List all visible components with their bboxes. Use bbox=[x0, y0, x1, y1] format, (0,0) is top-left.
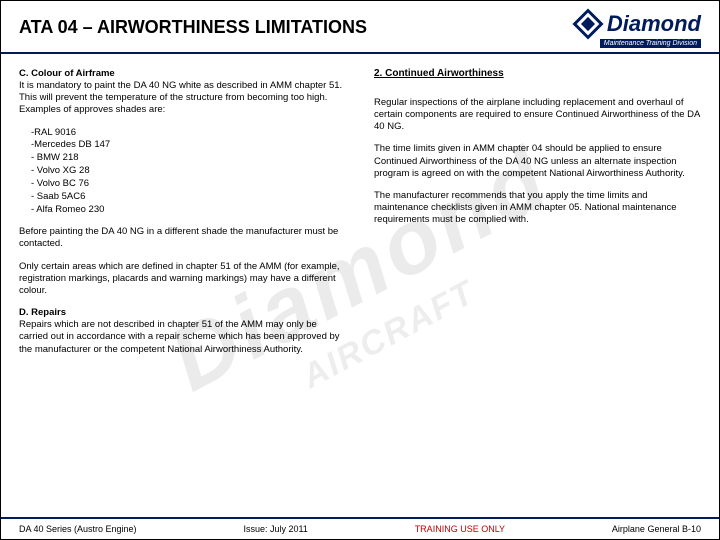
section-c-after2: Only certain areas which are defined in … bbox=[19, 261, 346, 297]
shade-list: -RAL 9016 -Mercedes DB 147 - BMW 218 - V… bbox=[31, 127, 346, 217]
right-p3: The manufacturer recommends that you app… bbox=[374, 190, 701, 226]
footer-right: Airplane General B-10 bbox=[612, 524, 701, 534]
section-d-heading: D. Repairs bbox=[19, 307, 66, 318]
section-d-body: Repairs which are not described in chapt… bbox=[19, 319, 340, 354]
right-p2: The time limits given in AMM chapter 04 … bbox=[374, 143, 701, 179]
list-item: - Volvo BC 76 bbox=[31, 178, 346, 191]
list-item: - BMW 218 bbox=[31, 152, 346, 165]
page-header: ATA 04 – AIRWORTHINESS LIMITATIONS Diamo… bbox=[1, 1, 719, 54]
footer-issue: Issue: July 2011 bbox=[243, 524, 307, 534]
section-c-after1: Before painting the DA 40 NG in a differ… bbox=[19, 226, 346, 250]
page-title: ATA 04 – AIRWORTHINESS LIMITATIONS bbox=[19, 17, 367, 38]
list-item: - Alfa Romeo 230 bbox=[31, 204, 346, 217]
section-c-heading: C. Colour of Airframe bbox=[19, 68, 115, 79]
list-item: - Volvo XG 28 bbox=[31, 165, 346, 178]
page-footer: DA 40 Series (Austro Engine) Issue: July… bbox=[1, 517, 719, 539]
footer-training: TRAINING USE ONLY bbox=[415, 524, 505, 534]
logo-tagline: Maintenance Training Division bbox=[600, 39, 701, 48]
logo-text: Diamond bbox=[607, 11, 701, 37]
content-area: C. Colour of Airframe It is mandatory to… bbox=[1, 54, 719, 366]
right-p1: Regular inspections of the airplane incl… bbox=[374, 97, 701, 133]
diamond-icon bbox=[572, 8, 603, 39]
right-column: 2. Continued Airworthiness Regular inspe… bbox=[374, 68, 701, 366]
footer-left: DA 40 Series (Austro Engine) bbox=[19, 524, 137, 534]
list-item: -RAL 9016 bbox=[31, 127, 346, 140]
list-item: - Saab 5AC6 bbox=[31, 191, 346, 204]
brand-logo: Diamond Maintenance Training Division bbox=[577, 11, 701, 48]
list-item: -Mercedes DB 147 bbox=[31, 139, 346, 152]
left-column: C. Colour of Airframe It is mandatory to… bbox=[19, 68, 346, 366]
section-2-title: 2. Continued Airworthiness bbox=[374, 68, 701, 79]
section-c-body: It is mandatory to paint the DA 40 NG wh… bbox=[19, 80, 342, 115]
